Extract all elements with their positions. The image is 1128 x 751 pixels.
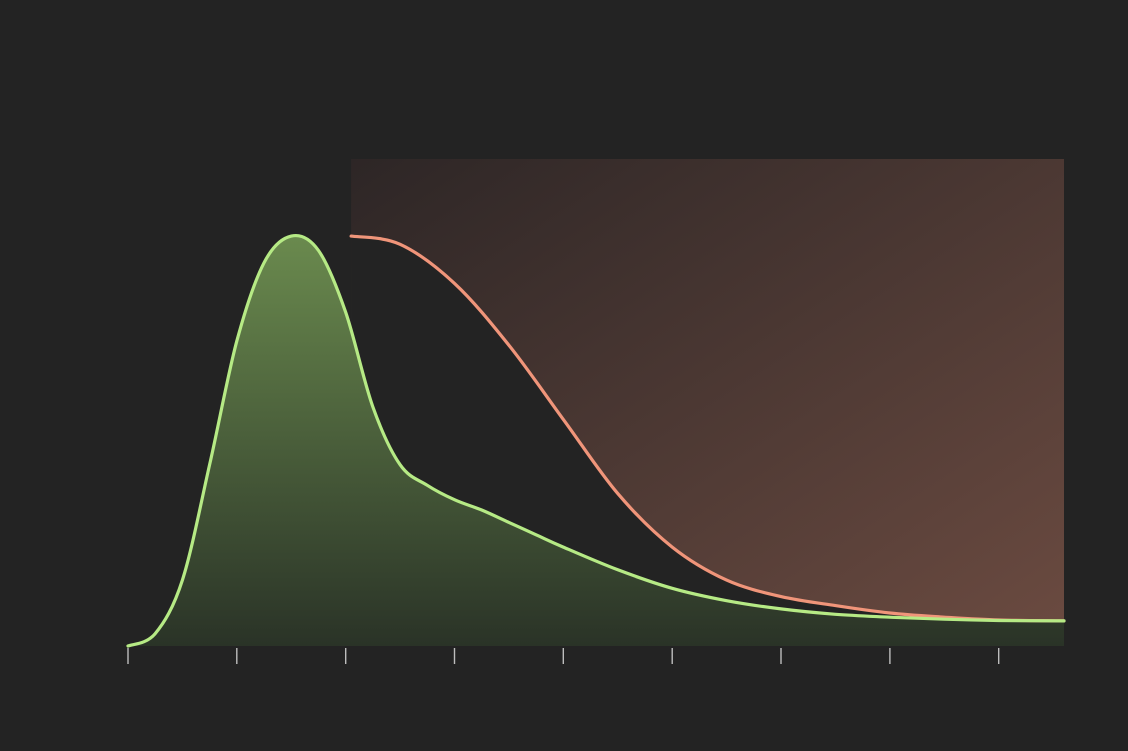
salmon-series-line — [349, 234, 1066, 623]
green-area-fill — [128, 235, 1064, 646]
green-series-line — [126, 233, 1066, 648]
